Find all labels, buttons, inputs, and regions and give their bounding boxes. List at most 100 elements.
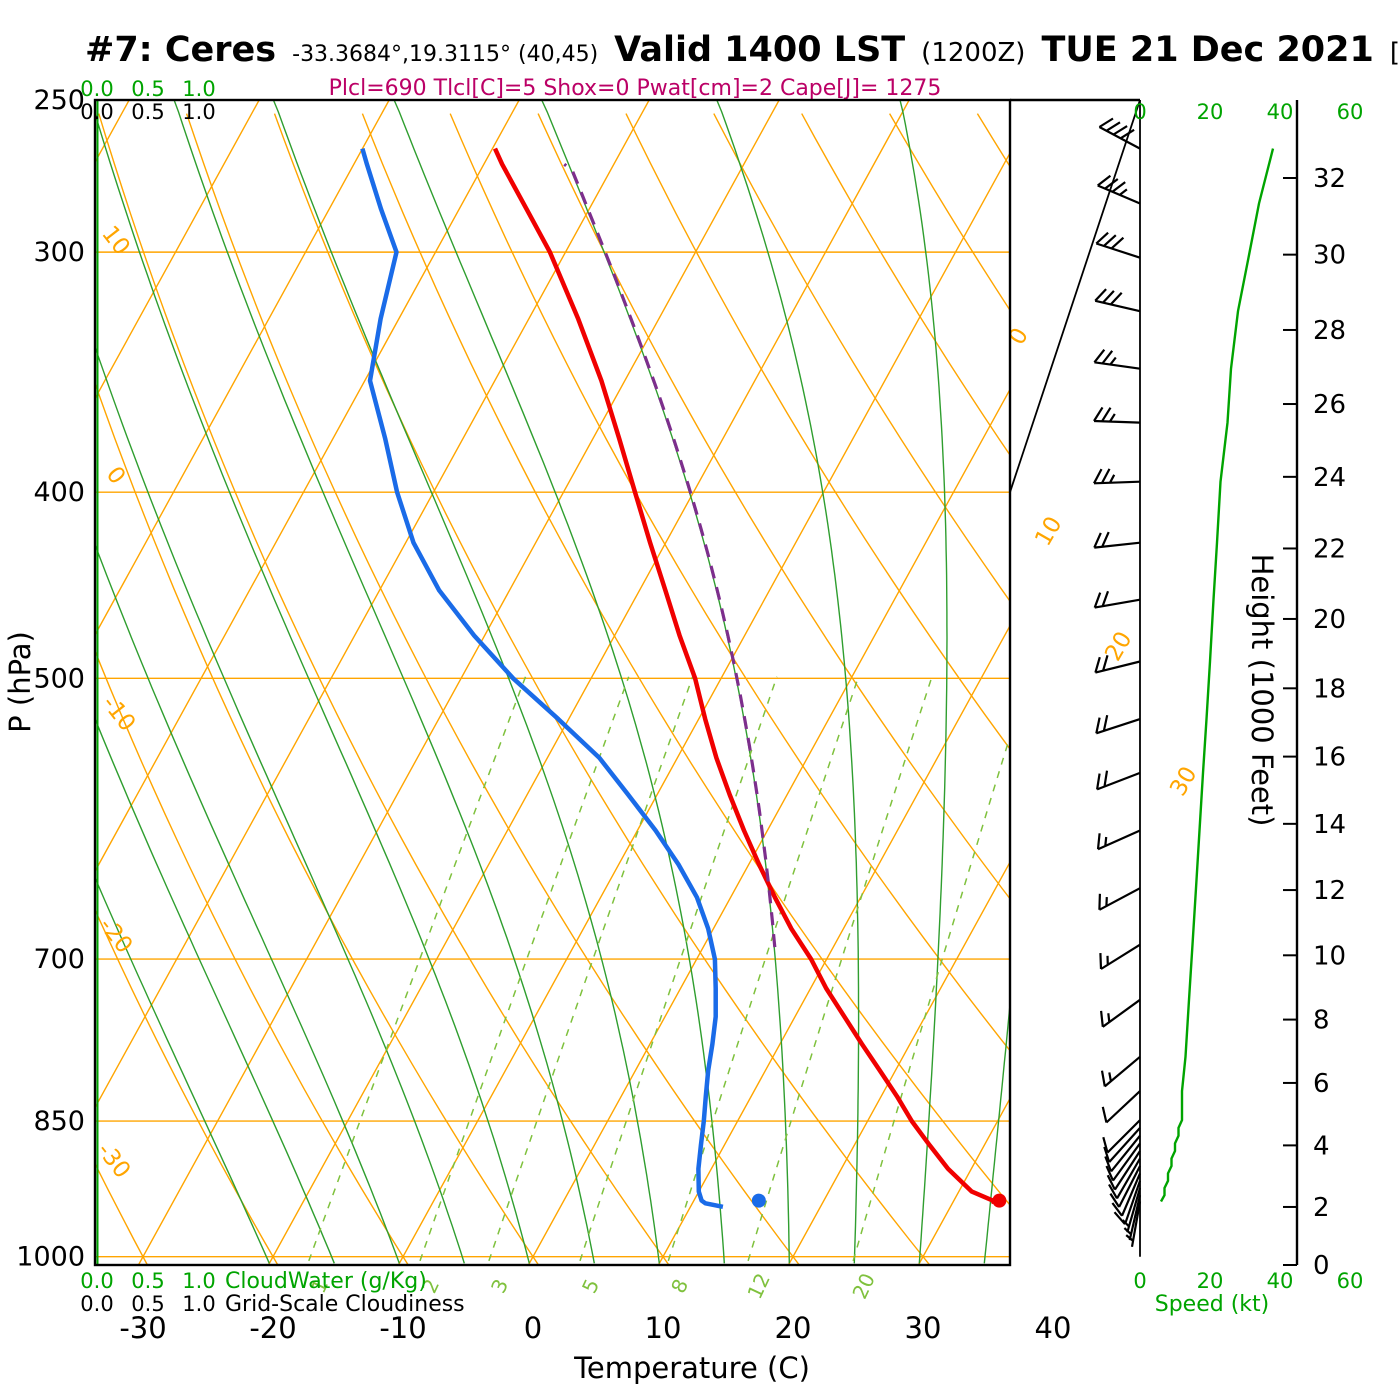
cloudwater-scale-bottom: 0.0 xyxy=(80,1269,113,1293)
dry-adiabat-line xyxy=(95,381,540,1265)
isotherm-line xyxy=(267,100,910,1265)
cloudwater-scale-top: 0.0 xyxy=(80,77,113,101)
cloudiness-scale-bottom: 1.0 xyxy=(182,1292,215,1316)
parcel-curve xyxy=(563,162,777,948)
height-tick-label: 30 xyxy=(1313,241,1346,271)
forecast-tag: [12hrFcst@0400z] xyxy=(1389,38,1400,68)
temperature-tick-label: 30 xyxy=(905,1311,942,1345)
temperature-tick-label: 10 xyxy=(645,1311,682,1345)
dry-adiabat-label: 10 xyxy=(96,221,135,260)
wind-barb xyxy=(1109,1165,1141,1208)
isotherm-line xyxy=(95,100,390,637)
height-tick-label: 6 xyxy=(1313,1069,1330,1099)
isotherm-line xyxy=(95,100,650,1110)
moist-adiabat-line xyxy=(272,100,660,1264)
mixing-ratio-line xyxy=(419,676,630,1262)
surface-temp-dot xyxy=(992,1193,1007,1208)
moist-adiabat-line xyxy=(393,100,725,1264)
isotherm-line xyxy=(95,100,520,873)
dry-adiabat-line xyxy=(801,113,1010,457)
moist-adiabat-line xyxy=(95,716,335,1264)
moist-adiabat-line xyxy=(95,111,530,1264)
height-tick-label: 26 xyxy=(1313,390,1346,420)
height-tick-label: 22 xyxy=(1313,534,1346,564)
temperature-tick-label: -10 xyxy=(379,1311,426,1345)
wind-barb xyxy=(1095,714,1141,735)
wind-barb xyxy=(1094,654,1141,674)
wind-region-diagonal xyxy=(1009,99,1141,493)
height-tick-label: 32 xyxy=(1313,164,1346,194)
dry-adiabat-line xyxy=(361,113,1010,1207)
height-tick-label: 20 xyxy=(1313,605,1346,635)
surface-dewpoint-dot xyxy=(751,1193,766,1208)
isotherm-line xyxy=(787,860,1010,1265)
dry-adiabat-line xyxy=(537,113,1010,900)
cloudiness-scale-top: 0.5 xyxy=(131,100,164,124)
wind-barb xyxy=(1104,1135,1141,1173)
wind-barb xyxy=(1101,1090,1141,1124)
plot-frame xyxy=(93,98,1299,1267)
speed-scale-bottom: 40 xyxy=(1267,1269,1294,1293)
moist-adiabat-line xyxy=(95,344,465,1264)
isotherm-line xyxy=(137,100,780,1265)
valid-zulu: (1200Z) xyxy=(921,38,1026,68)
dry-adiabat-label: -20 xyxy=(94,913,138,959)
dry-adiabat-line xyxy=(98,113,670,1265)
wind-barb xyxy=(1102,1119,1141,1154)
speed-scale-bottom: 60 xyxy=(1337,1269,1364,1293)
dry-adiabat-line xyxy=(449,113,1010,1052)
wind-barb xyxy=(1100,998,1141,1028)
pressure-tick-label: 400 xyxy=(33,477,85,508)
height-tick-label: 10 xyxy=(1313,941,1346,971)
wind-barb xyxy=(1098,117,1141,150)
height-tick-label: 16 xyxy=(1313,743,1346,773)
pressure-tick-label: 500 xyxy=(33,663,85,694)
mixing-ratio-line xyxy=(488,676,694,1262)
speed-scale-top: 60 xyxy=(1337,100,1364,124)
isotherm-label: 0 xyxy=(1004,324,1034,350)
wind-barb xyxy=(1098,887,1141,911)
cloudiness-axis-title: Grid-Scale Cloudiness xyxy=(225,1292,465,1317)
mixing-ratio-line xyxy=(747,676,933,1262)
temperature-axis-title: Temperature (C) xyxy=(573,1351,810,1385)
dry-adiabat-label: -10 xyxy=(97,691,141,737)
height-tick-label: 0 xyxy=(1313,1251,1330,1281)
cloudwater-scale-top: 1.0 xyxy=(182,77,215,101)
wind-barb xyxy=(1103,1127,1141,1163)
mixing-ratio-line xyxy=(308,676,527,1262)
cloudwater-axis-title: CloudWater (g/Kg) xyxy=(225,1269,427,1294)
speed-scale-top: 20 xyxy=(1197,100,1224,124)
height-tick-label: 4 xyxy=(1313,1131,1330,1161)
wind-barb xyxy=(1099,943,1141,970)
mixing-ratio-line xyxy=(852,734,1010,1262)
isotherm-line xyxy=(657,624,1010,1265)
speed-scale-bottom: 0 xyxy=(1133,1269,1146,1293)
cloudiness-scale-top: 1.0 xyxy=(182,100,215,124)
wind-barb xyxy=(1093,531,1141,549)
skewt-grid xyxy=(95,100,1010,1265)
wind-barb xyxy=(1095,231,1141,259)
height-tick-label: 18 xyxy=(1313,674,1346,704)
parcel-params-text: Plcl=690 Tlcl[C]=5 Shox=0 Pwat[cm]=2 Cap… xyxy=(328,76,942,101)
wind-barb xyxy=(1093,349,1141,370)
height-tick-label: 12 xyxy=(1313,876,1346,906)
wind-barb xyxy=(1121,1187,1142,1233)
wind-barb xyxy=(1094,288,1141,313)
speed-scale-bottom: 20 xyxy=(1197,1269,1224,1293)
temperature-tick-label: 40 xyxy=(1035,1311,1072,1345)
height-axis-title: Height (1000 Feet) xyxy=(1245,554,1279,827)
valid-date: TUE 21 Dec 2021 xyxy=(1041,30,1374,70)
height-tick-label: 14 xyxy=(1313,810,1346,840)
temperature-tick-label: 20 xyxy=(775,1311,812,1345)
mixing-ratio-label: 20 xyxy=(847,1269,880,1302)
dry-adiabat-line xyxy=(185,113,800,1265)
pressure-tick-label: 850 xyxy=(33,1106,85,1137)
wind-barb xyxy=(1093,468,1141,485)
mixing-ratio-label: 5 xyxy=(577,1275,604,1297)
height-tick-label: 8 xyxy=(1313,1006,1330,1036)
moist-adiabat-line xyxy=(541,100,790,1264)
isotherm-label: 10 xyxy=(1030,512,1067,550)
wind-barb xyxy=(1111,1172,1142,1217)
